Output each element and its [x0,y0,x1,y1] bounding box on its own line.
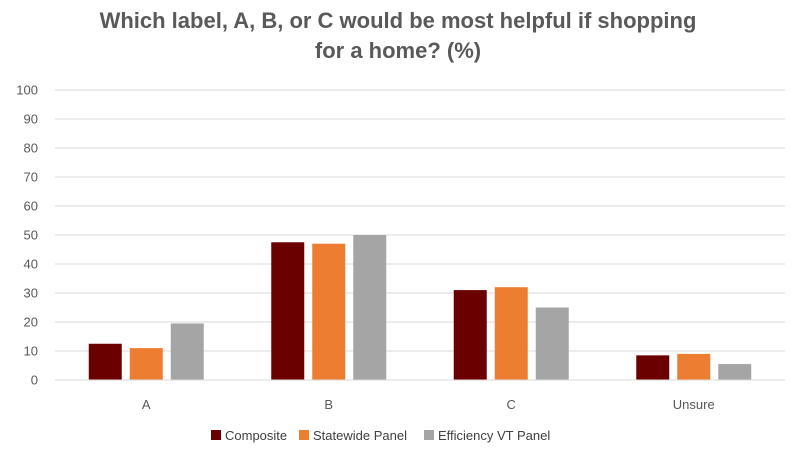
y-tick-label: 10 [24,344,38,359]
y-tick-label: 30 [24,286,38,301]
y-tick-label: 90 [24,112,38,127]
legend-swatch [299,430,309,440]
x-tick-label: A [142,397,151,412]
y-tick-label: 50 [24,228,38,243]
y-tick-label: 80 [24,141,38,156]
y-tick-label: 70 [24,170,38,185]
y-tick-label: 100 [16,83,38,98]
chart-title-line-1: Which label, A, B, or C would be most he… [99,8,697,33]
y-tick-label: 60 [24,199,38,214]
x-tick-label: Unsure [673,397,715,412]
x-tick-label: B [324,397,333,412]
x-axis-ticks: A B C Unsure [142,397,715,412]
y-tick-label: 0 [31,373,38,388]
bar-c-series-1 [453,290,487,380]
legend-swatch [211,430,221,440]
bar-a-series-1 [88,343,122,380]
bar-c-series-2 [494,287,528,380]
bars [88,235,752,380]
y-axis-ticks: 0 10 20 30 40 50 60 70 80 90 100 [16,83,38,388]
legend-label: Efficiency VT Panel [438,428,550,443]
legend: Composite Statewide Panel Efficiency VT Pa… [211,428,550,443]
bar-b-series-2 [312,243,346,380]
bar-c-series-3 [535,307,569,380]
bar-unsure-series-2 [677,353,711,380]
gridlines [55,89,785,352]
chart-title: Which label, A, B, or C would be most he… [0,6,796,66]
bar-unsure-series-1 [636,355,670,380]
bar-a-series-2 [129,348,163,380]
x-tick-label: C [507,397,516,412]
bar-a-series-3 [170,323,204,380]
y-tick-label: 40 [24,257,38,272]
legend-label: Composite [225,428,287,443]
y-tick-label: 20 [24,315,38,330]
chart-title-line-2: for a home? (%) [314,38,482,63]
bar-b-series-3 [353,235,387,380]
legend-swatch [424,430,434,440]
legend-label: Statewide Panel [313,428,407,443]
bar-b-series-1 [271,242,305,380]
bar-unsure-series-3 [718,364,752,380]
